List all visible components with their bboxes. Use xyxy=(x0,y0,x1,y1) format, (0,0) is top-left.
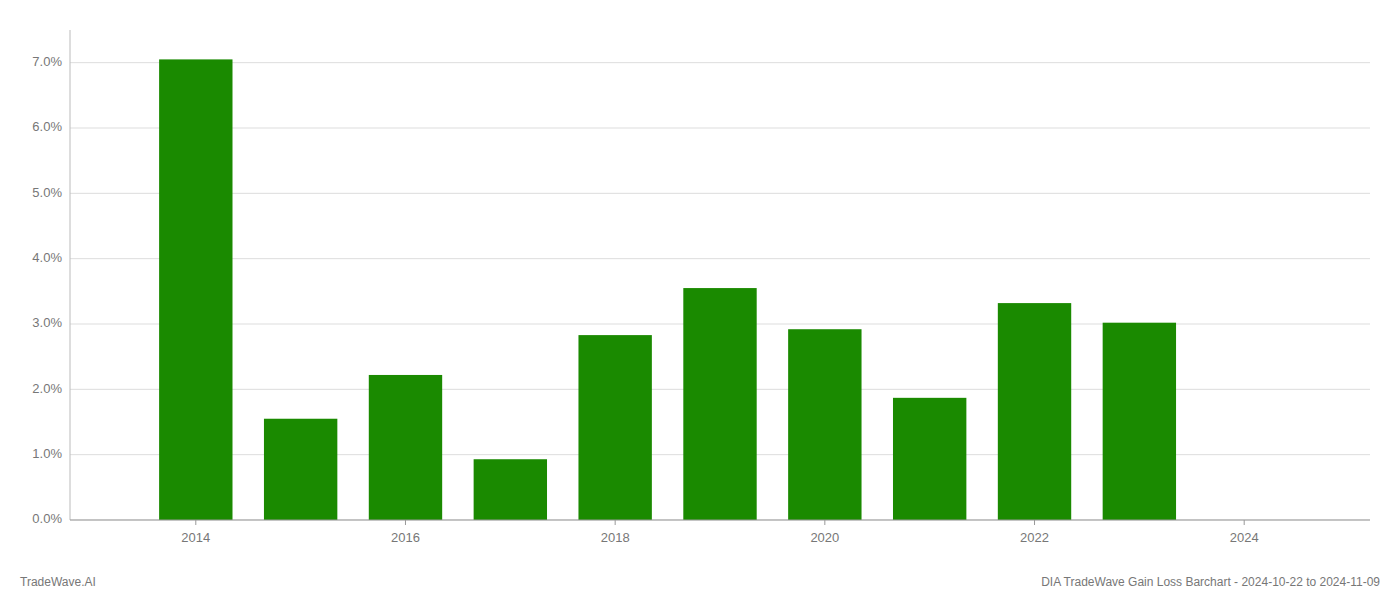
y-tick-label: 3.0% xyxy=(32,315,62,330)
bar xyxy=(893,398,966,520)
x-tick xyxy=(615,520,616,525)
x-tick xyxy=(405,520,406,525)
y-tick-label: 5.0% xyxy=(32,185,62,200)
bars xyxy=(159,59,1176,520)
bar xyxy=(474,459,547,520)
y-axis-line xyxy=(70,30,71,520)
y-grid xyxy=(70,63,1370,520)
bar xyxy=(1103,323,1176,520)
grid-line xyxy=(70,258,1370,259)
y-tick-label: 0.0% xyxy=(32,511,62,526)
y-tick-label: 4.0% xyxy=(32,250,62,265)
x-tick-label: 2020 xyxy=(810,530,839,545)
x-axis: 2014 2016 2018 2020 2022 2024 xyxy=(70,520,1370,545)
bar xyxy=(683,288,756,520)
x-tick-label: 2022 xyxy=(1020,530,1049,545)
chart-title: DIA TradeWave Gain Loss Barchart - 2024-… xyxy=(1041,575,1380,589)
x-tick-label: 2024 xyxy=(1230,530,1259,545)
x-tick xyxy=(195,520,196,525)
x-tick-label: 2018 xyxy=(601,530,630,545)
footer-left: TradeWave.AI xyxy=(20,575,96,589)
x-axis-line xyxy=(70,520,1370,521)
y-tick-label: 7.0% xyxy=(32,54,62,69)
bar xyxy=(159,59,232,520)
y-axis: 0.0% 1.0% 2.0% 3.0% 4.0% 5.0% 6.0% 7.0% xyxy=(32,30,70,526)
chart-container: 0.0% 1.0% 2.0% 3.0% 4.0% 5.0% 6.0% 7.0% 2014 2016… xyxy=(0,0,1400,600)
grid-line xyxy=(70,193,1370,194)
y-tick-label: 1.0% xyxy=(32,446,62,461)
bar xyxy=(998,303,1071,520)
bar xyxy=(369,375,442,520)
y-tick-label: 2.0% xyxy=(32,381,62,396)
bar xyxy=(578,335,651,520)
bar xyxy=(788,329,861,520)
x-tick xyxy=(824,520,825,525)
x-tick xyxy=(1244,520,1245,525)
grid-line xyxy=(70,62,1370,63)
y-tick-label: 6.0% xyxy=(32,119,62,134)
x-tick xyxy=(1034,520,1035,525)
x-tick-label: 2014 xyxy=(181,530,210,545)
grid-line xyxy=(70,128,1370,129)
grid-line xyxy=(70,520,1370,521)
bar xyxy=(264,419,337,520)
chart-svg: 0.0% 1.0% 2.0% 3.0% 4.0% 5.0% 6.0% 7.0% 2014 2016… xyxy=(0,0,1400,600)
x-tick-label: 2016 xyxy=(391,530,420,545)
